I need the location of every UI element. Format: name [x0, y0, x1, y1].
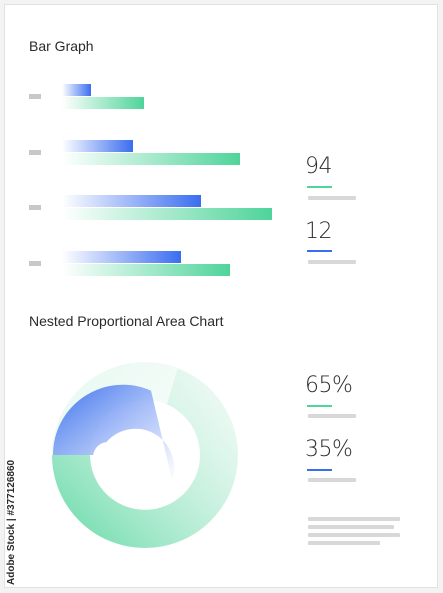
- placeholder-text: [308, 260, 356, 264]
- bar-green: [62, 208, 272, 220]
- bar-category-label: [29, 94, 41, 99]
- bar-category-label: [29, 261, 41, 266]
- donut-slice-green: [52, 368, 238, 548]
- placeholder-text: [308, 478, 356, 482]
- stat-underline: [307, 405, 332, 407]
- stat-value: 65%: [305, 373, 353, 398]
- stat-value: 94: [305, 154, 333, 179]
- placeholder-text: [308, 533, 400, 537]
- bar-green: [62, 264, 230, 276]
- placeholder-text: [308, 414, 356, 418]
- bar-blue: [62, 140, 133, 152]
- watermark-credit: Adobe Stock | #377126860: [6, 459, 17, 585]
- stat-underline: [307, 250, 332, 252]
- stat-underline: [307, 469, 332, 471]
- bar-category-label: [29, 150, 41, 155]
- bar-blue: [62, 195, 201, 207]
- area-chart-title: Nested Proportional Area Chart: [29, 313, 224, 329]
- placeholder-text: [308, 517, 400, 521]
- donut-slice-blue: [52, 384, 175, 480]
- bar-graph-title: Bar Graph: [29, 38, 94, 54]
- bar-green: [62, 153, 240, 165]
- bar-green: [62, 97, 144, 109]
- placeholder-text: [308, 525, 394, 529]
- bar-category-label: [29, 205, 41, 210]
- stat-underline: [307, 186, 332, 188]
- stat-value: 35%: [305, 437, 353, 462]
- stat-value: 12: [305, 219, 333, 244]
- placeholder-text: [308, 541, 380, 545]
- bar-blue: [62, 84, 91, 96]
- donut-center-hole: [93, 442, 123, 472]
- placeholder-text: [308, 196, 356, 200]
- bar-blue: [62, 251, 181, 263]
